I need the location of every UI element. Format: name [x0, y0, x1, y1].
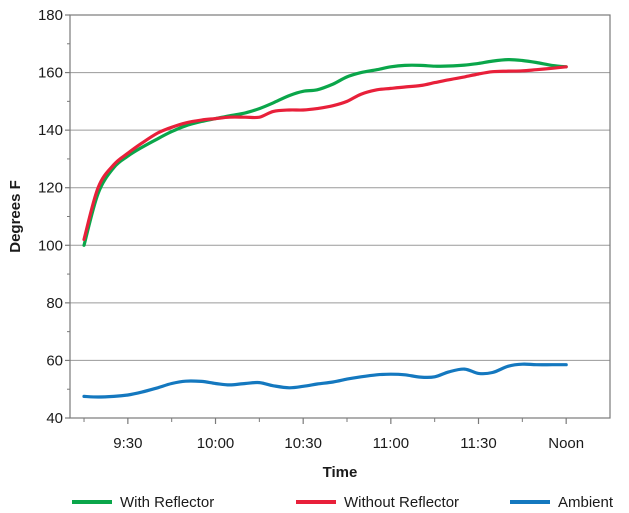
- y-tick-label: 80: [46, 295, 63, 312]
- legend-label-0: With Reflector: [120, 494, 214, 511]
- legend: With Reflector Without Reflector Ambient: [72, 494, 614, 511]
- y-tick-label: 120: [38, 180, 63, 197]
- plot-frame: [69, 14, 611, 419]
- y-tick-label: 40: [46, 410, 63, 427]
- y-tick-label: 60: [46, 352, 63, 369]
- legend-label-2: Ambient: [558, 494, 614, 511]
- x-tick-label: 10:30: [284, 435, 322, 452]
- series-line-2: [82, 362, 568, 399]
- legend-label-1: Without Reflector: [344, 494, 459, 511]
- series-line-1: [82, 65, 568, 242]
- x-tick-label: 9:30: [113, 435, 142, 452]
- x-axis-ticks: 9:30 10:00 10:30 11:00 11:30 Noon: [83, 418, 584, 452]
- x-tick-label: Noon: [548, 435, 584, 452]
- y-axis-ticks: 40 60 80 100 120 140 160 180: [38, 7, 70, 427]
- y-axis-title: Degrees F: [7, 180, 24, 253]
- x-axis-title: Time: [323, 464, 358, 481]
- gridlines: [70, 72, 610, 361]
- axes: [69, 14, 611, 419]
- y-tick-label: 100: [38, 237, 63, 254]
- y-tick-label: 160: [38, 65, 63, 82]
- y-tick-label: 180: [38, 7, 63, 24]
- x-tick-label: 11:00: [373, 435, 409, 452]
- series-lines: [82, 57, 568, 399]
- x-tick-label: 10:00: [197, 435, 235, 452]
- y-tick-label: 140: [38, 122, 63, 139]
- series-line-0: [82, 57, 568, 247]
- x-tick-label: 11:30: [460, 435, 496, 452]
